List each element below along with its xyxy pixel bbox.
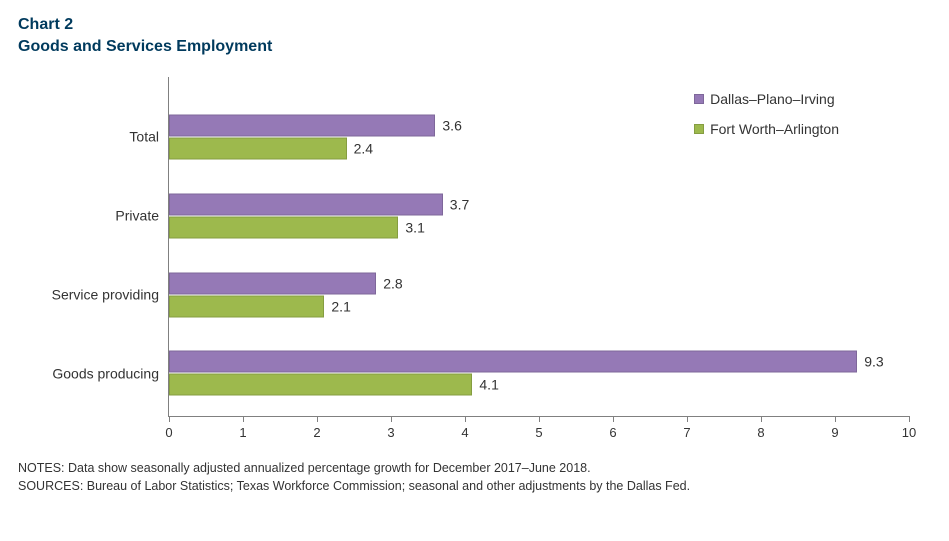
chart-title-block: Chart 2 Goods and Services Employment [18, 14, 931, 57]
category-group: Goods producing9.34.1 [169, 351, 909, 396]
x-tick-label: 3 [387, 425, 394, 440]
bar: 3.1 [169, 216, 398, 238]
x-tick [317, 416, 318, 422]
x-tick [835, 416, 836, 422]
x-tick [909, 416, 910, 422]
category-label: Service providing [52, 287, 169, 303]
category-group: Total3.62.4 [169, 114, 909, 159]
x-tick [687, 416, 688, 422]
bar-value-label: 9.3 [856, 354, 883, 370]
bar: 2.1 [169, 295, 324, 317]
bar: 3.6 [169, 114, 435, 136]
bar-value-label: 2.8 [375, 275, 402, 291]
x-tick-label: 4 [461, 425, 468, 440]
notes-line-2: SOURCES: Bureau of Labor Statistics; Tex… [18, 477, 931, 495]
bar-value-label: 2.4 [346, 140, 373, 156]
bar-value-label: 2.1 [323, 298, 350, 314]
legend-swatch-0 [694, 94, 704, 104]
category-group: Private3.73.1 [169, 193, 909, 238]
x-tick-label: 1 [239, 425, 246, 440]
chart-container: Dallas–Plano–Irving Fort Worth–Arlington… [28, 67, 931, 447]
category-label: Total [129, 129, 169, 145]
x-tick [243, 416, 244, 422]
bar: 2.4 [169, 137, 347, 159]
x-tick [613, 416, 614, 422]
category-label: Goods producing [52, 365, 169, 381]
category-group: Service providing2.82.1 [169, 272, 909, 317]
bar-value-label: 3.1 [397, 219, 424, 235]
plot-area: Dallas–Plano–Irving Fort Worth–Arlington… [168, 77, 909, 417]
x-tick [761, 416, 762, 422]
chart-notes: NOTES: Data show seasonally adjusted ann… [18, 459, 931, 495]
chart-number: Chart 2 [18, 14, 931, 36]
legend-item-0: Dallas–Plano–Irving [694, 91, 839, 107]
x-tick-label: 9 [831, 425, 838, 440]
bar-value-label: 3.6 [434, 117, 461, 133]
bar: 3.7 [169, 193, 443, 215]
x-tick [539, 416, 540, 422]
x-tick [465, 416, 466, 422]
bar-value-label: 3.7 [442, 196, 469, 212]
x-tick-label: 8 [757, 425, 764, 440]
x-tick-label: 5 [535, 425, 542, 440]
x-tick-label: 6 [609, 425, 616, 440]
x-tick-label: 0 [165, 425, 172, 440]
x-tick-label: 2 [313, 425, 320, 440]
category-label: Private [115, 208, 169, 224]
bar: 9.3 [169, 351, 857, 373]
bar: 2.8 [169, 272, 376, 294]
x-tick-label: 7 [683, 425, 690, 440]
legend-label-0: Dallas–Plano–Irving [710, 91, 835, 107]
x-tick [169, 416, 170, 422]
chart-subtitle: Goods and Services Employment [18, 36, 931, 58]
notes-line-1: NOTES: Data show seasonally adjusted ann… [18, 459, 931, 477]
x-tick-label: 10 [902, 425, 916, 440]
x-tick [391, 416, 392, 422]
bar-value-label: 4.1 [471, 377, 498, 393]
bar: 4.1 [169, 374, 472, 396]
